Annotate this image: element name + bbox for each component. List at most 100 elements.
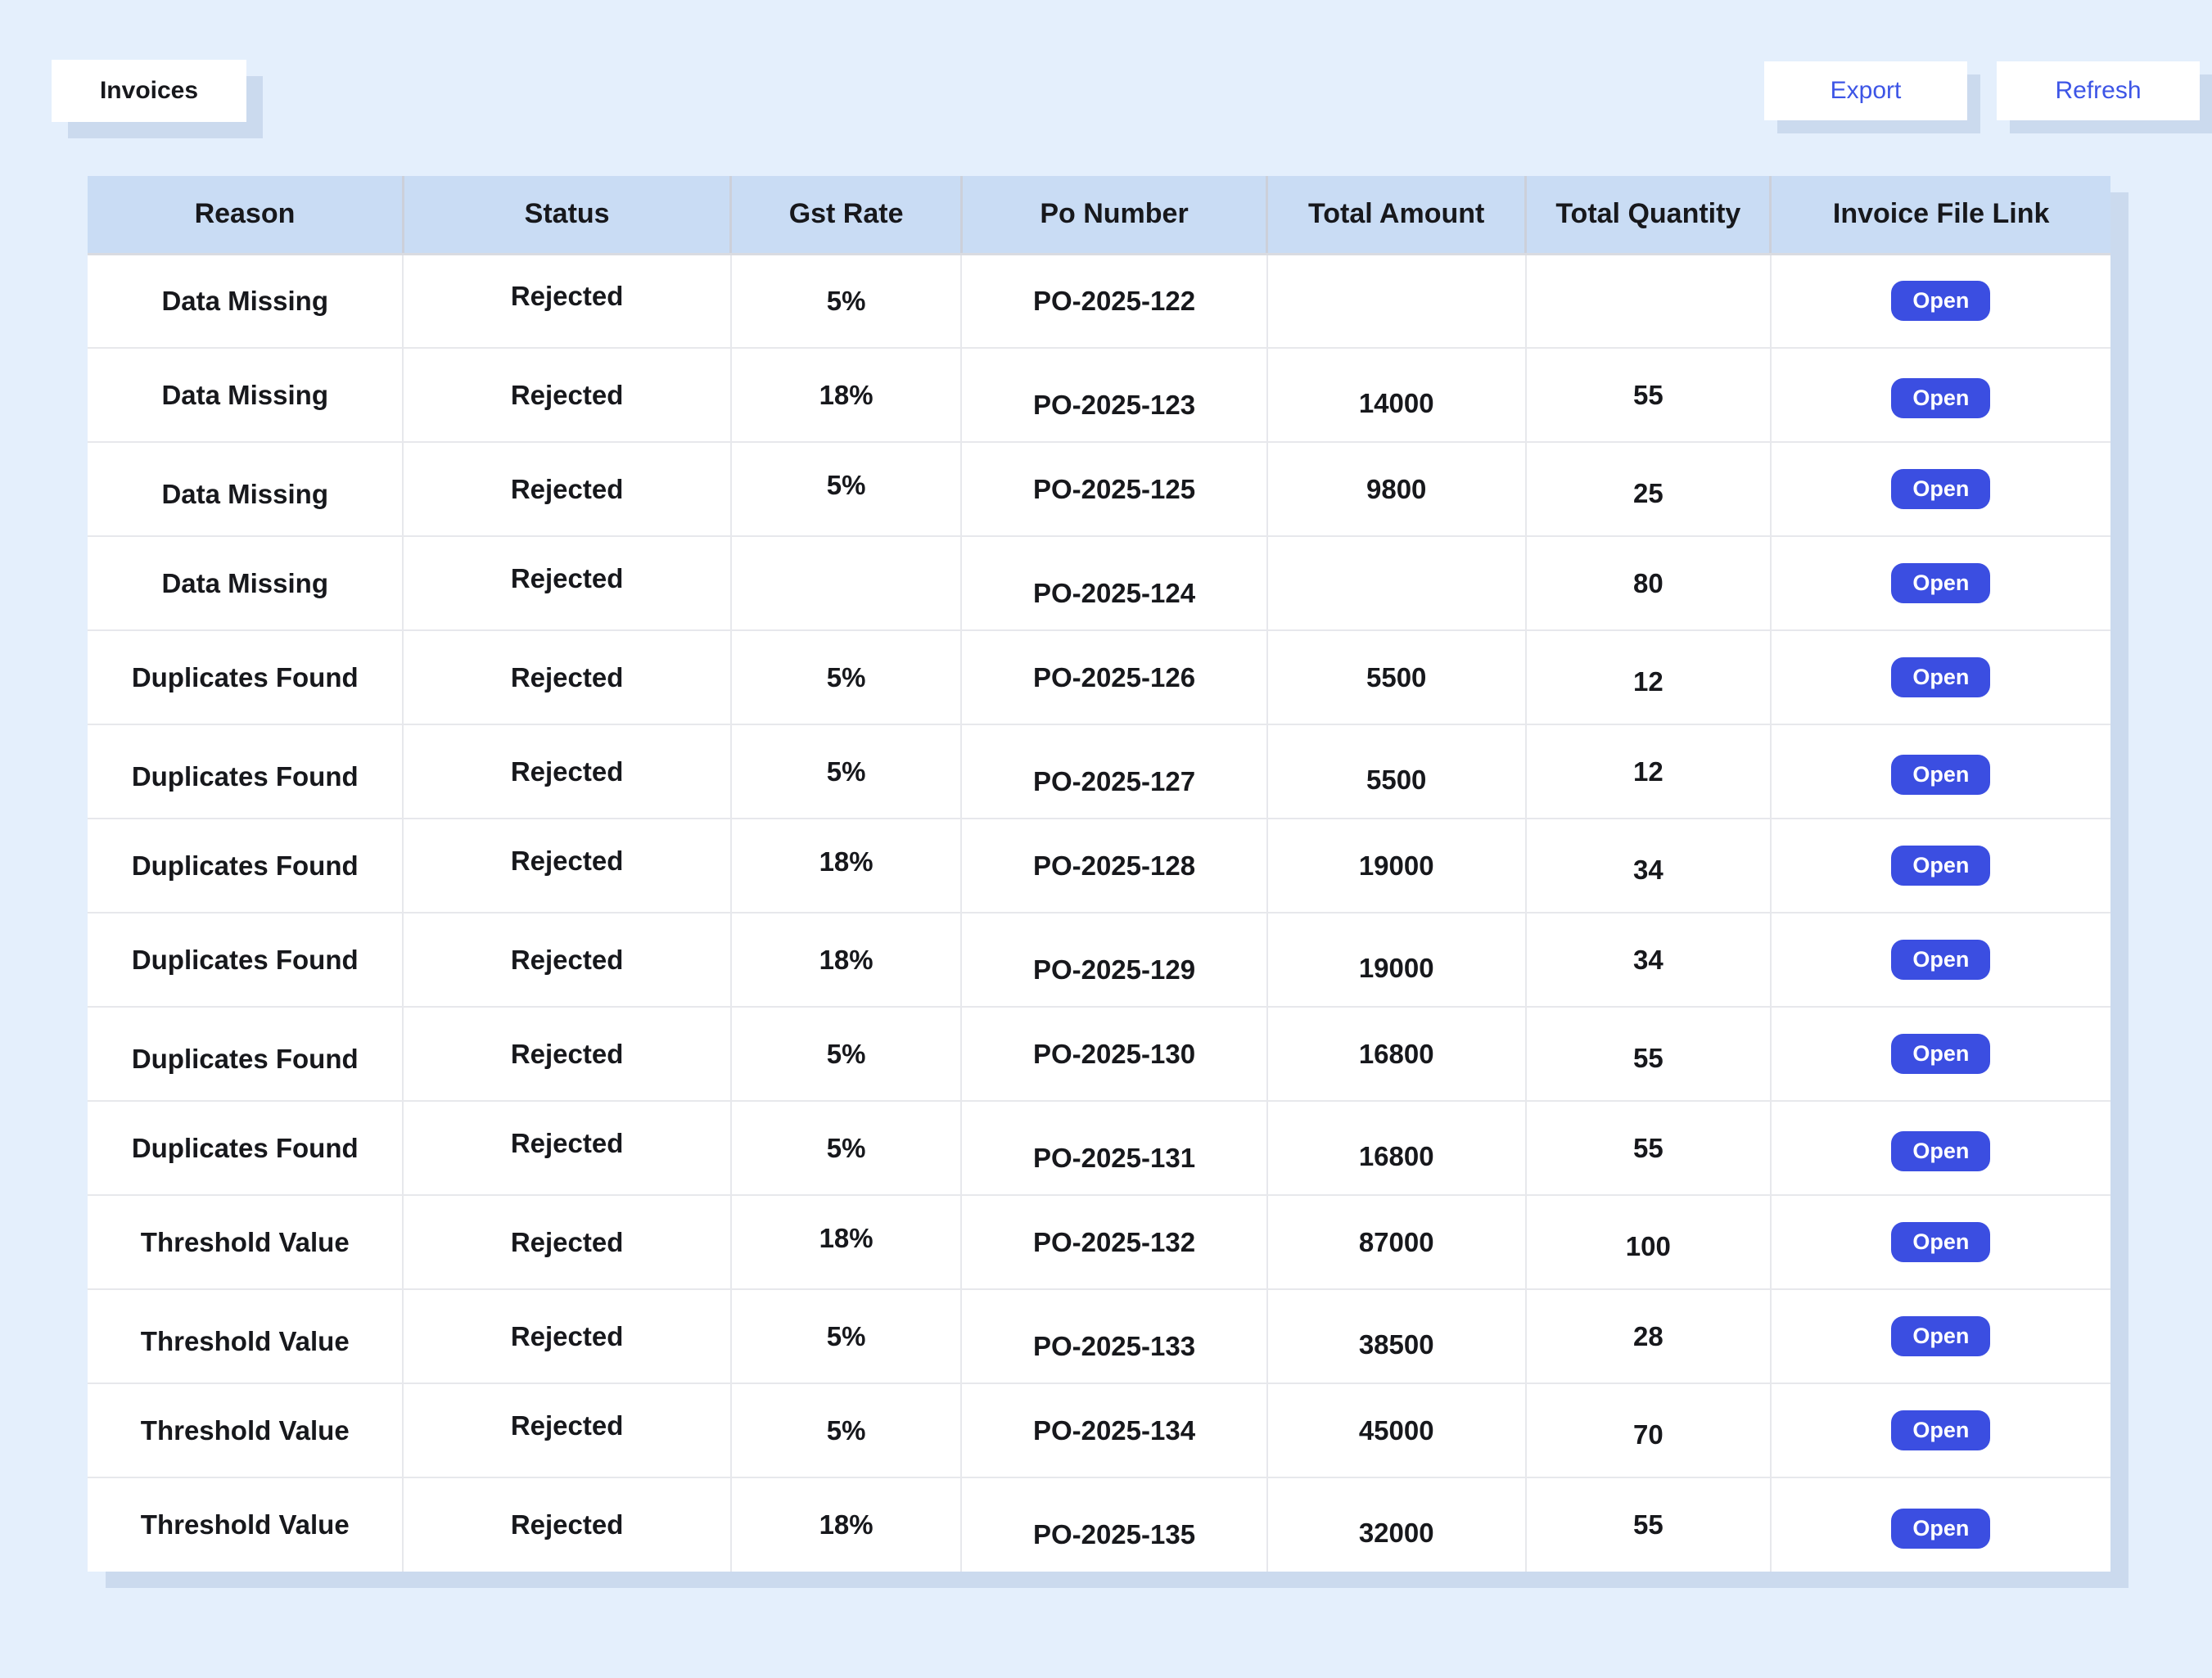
gst-rate-cell: 5% bbox=[730, 1101, 963, 1196]
gst-rate-cell: 18% bbox=[730, 913, 963, 1008]
table-row: Duplicates Found Rejected 18% PO-2025-12… bbox=[88, 913, 2110, 1008]
open-invoice-button[interactable]: Open bbox=[1891, 1316, 1991, 1356]
total-amount-cell: 5500 bbox=[1266, 724, 1527, 819]
open-invoice-button[interactable]: Open bbox=[1891, 940, 1991, 980]
total-amount-cell: 19000 bbox=[1266, 819, 1527, 913]
invoices-table-container: Reason Status Gst Rate Po Number Total A… bbox=[88, 176, 2110, 1572]
table-row: Duplicates Found Rejected 5% PO-2025-126… bbox=[88, 630, 2110, 725]
status-cell: Rejected bbox=[403, 536, 732, 631]
table-header-row: Reason Status Gst Rate Po Number Total A… bbox=[88, 176, 2110, 255]
open-invoice-button[interactable]: Open bbox=[1891, 563, 1991, 603]
total-quantity-cell: 12 bbox=[1525, 630, 1772, 725]
status-cell: Rejected bbox=[403, 724, 732, 819]
invoice-file-link-cell: Open bbox=[1770, 630, 2110, 725]
po-number-cell: PO-2025-134 bbox=[961, 1383, 1268, 1478]
invoices-table: Reason Status Gst Rate Po Number Total A… bbox=[88, 176, 2110, 1572]
status-cell: Rejected bbox=[403, 913, 732, 1008]
invoice-file-link-cell: Open bbox=[1770, 254, 2110, 349]
invoice-file-link-cell: Open bbox=[1770, 913, 2110, 1008]
column-header-invoice-file-link: Invoice File Link bbox=[1770, 176, 2110, 255]
table-row: Threshold Value Rejected 5% PO-2025-134 … bbox=[88, 1383, 2110, 1478]
invoice-file-link-cell: Open bbox=[1770, 1101, 2110, 1196]
column-header-gst-rate: Gst Rate bbox=[730, 176, 963, 255]
po-number-cell: PO-2025-127 bbox=[961, 724, 1268, 819]
status-cell: Rejected bbox=[403, 630, 732, 725]
total-amount-cell: 38500 bbox=[1266, 1289, 1527, 1384]
open-invoice-button[interactable]: Open bbox=[1891, 846, 1991, 886]
total-amount-cell: 9800 bbox=[1266, 442, 1527, 537]
gst-rate-cell: 18% bbox=[730, 1477, 963, 1572]
table-row: Duplicates Found Rejected 18% PO-2025-12… bbox=[88, 819, 2110, 913]
invoice-file-link-cell: Open bbox=[1770, 1195, 2110, 1290]
open-invoice-button[interactable]: Open bbox=[1891, 1131, 1991, 1171]
reason-cell: Duplicates Found bbox=[88, 913, 404, 1008]
po-number-cell: PO-2025-132 bbox=[961, 1195, 1268, 1290]
reason-cell: Threshold Value bbox=[88, 1195, 404, 1290]
status-cell: Rejected bbox=[403, 1007, 732, 1102]
table-row: Data Missing Rejected 18% PO-2025-123 14… bbox=[88, 348, 2110, 443]
total-quantity-cell: 55 bbox=[1525, 1477, 1772, 1572]
table-row: Threshold Value Rejected 18% PO-2025-135… bbox=[88, 1477, 2110, 1572]
table-row: Duplicates Found Rejected 5% PO-2025-130… bbox=[88, 1007, 2110, 1102]
column-header-total-quantity: Total Quantity bbox=[1525, 176, 1772, 255]
total-amount-cell bbox=[1266, 254, 1527, 349]
total-quantity-cell: 80 bbox=[1525, 536, 1772, 631]
reason-cell: Data Missing bbox=[88, 442, 404, 537]
reason-cell: Duplicates Found bbox=[88, 1007, 404, 1102]
invoice-file-link-cell: Open bbox=[1770, 1007, 2110, 1102]
total-quantity-cell: 100 bbox=[1525, 1195, 1772, 1290]
reason-cell: Duplicates Found bbox=[88, 630, 404, 725]
total-quantity-cell: 70 bbox=[1525, 1383, 1772, 1478]
export-button[interactable]: Export bbox=[1764, 61, 1967, 120]
total-amount-cell: 16800 bbox=[1266, 1101, 1527, 1196]
open-invoice-button[interactable]: Open bbox=[1891, 1222, 1991, 1262]
total-amount-cell: 16800 bbox=[1266, 1007, 1527, 1102]
reason-cell: Threshold Value bbox=[88, 1477, 404, 1572]
gst-rate-cell: 18% bbox=[730, 1195, 963, 1290]
po-number-cell: PO-2025-131 bbox=[961, 1101, 1268, 1196]
table-header: Reason Status Gst Rate Po Number Total A… bbox=[88, 176, 2110, 255]
gst-rate-cell: 5% bbox=[730, 1383, 963, 1478]
reason-cell: Threshold Value bbox=[88, 1383, 404, 1478]
invoice-file-link-cell: Open bbox=[1770, 442, 2110, 537]
gst-rate-cell: 18% bbox=[730, 819, 963, 913]
column-header-reason: Reason bbox=[88, 176, 404, 255]
table-row: Threshold Value Rejected 18% PO-2025-132… bbox=[88, 1195, 2110, 1290]
gst-rate-cell: 5% bbox=[730, 724, 963, 819]
open-invoice-button[interactable]: Open bbox=[1891, 1410, 1991, 1450]
open-invoice-button[interactable]: Open bbox=[1891, 657, 1991, 697]
total-amount-cell: 5500 bbox=[1266, 630, 1527, 725]
gst-rate-cell: 5% bbox=[730, 254, 963, 349]
total-quantity-cell bbox=[1525, 254, 1772, 349]
open-invoice-button[interactable]: Open bbox=[1891, 378, 1991, 418]
po-number-cell: PO-2025-135 bbox=[961, 1477, 1268, 1572]
total-amount-cell: 32000 bbox=[1266, 1477, 1527, 1572]
status-cell: Rejected bbox=[403, 819, 732, 913]
invoice-file-link-cell: Open bbox=[1770, 536, 2110, 631]
gst-rate-cell: 5% bbox=[730, 1007, 963, 1102]
open-invoice-button[interactable]: Open bbox=[1891, 281, 1991, 322]
open-invoice-button[interactable]: Open bbox=[1891, 469, 1991, 509]
refresh-button[interactable]: Refresh bbox=[1997, 61, 2200, 120]
column-header-total-amount: Total Amount bbox=[1266, 176, 1528, 255]
total-amount-cell: 14000 bbox=[1266, 348, 1527, 443]
po-number-cell: PO-2025-129 bbox=[961, 913, 1268, 1008]
column-header-status: Status bbox=[403, 176, 733, 255]
invoice-file-link-cell: Open bbox=[1770, 1289, 2110, 1384]
table-row: Threshold Value Rejected 5% PO-2025-133 … bbox=[88, 1289, 2110, 1384]
column-header-po-number: Po Number bbox=[961, 176, 1269, 255]
invoice-file-link-cell: Open bbox=[1770, 1477, 2110, 1572]
reason-cell: Duplicates Found bbox=[88, 819, 404, 913]
open-invoice-button[interactable]: Open bbox=[1891, 1508, 1991, 1549]
open-invoice-button[interactable]: Open bbox=[1891, 755, 1991, 795]
po-number-cell: PO-2025-130 bbox=[961, 1007, 1268, 1102]
reason-cell: Data Missing bbox=[88, 536, 404, 631]
total-quantity-cell: 55 bbox=[1525, 1101, 1772, 1196]
reason-cell: Data Missing bbox=[88, 254, 404, 349]
po-number-cell: PO-2025-133 bbox=[961, 1289, 1268, 1384]
status-cell: Rejected bbox=[403, 1289, 732, 1384]
total-amount-cell: 19000 bbox=[1266, 913, 1527, 1008]
table-row: Duplicates Found Rejected 5% PO-2025-127… bbox=[88, 724, 2110, 819]
open-invoice-button[interactable]: Open bbox=[1891, 1034, 1991, 1074]
